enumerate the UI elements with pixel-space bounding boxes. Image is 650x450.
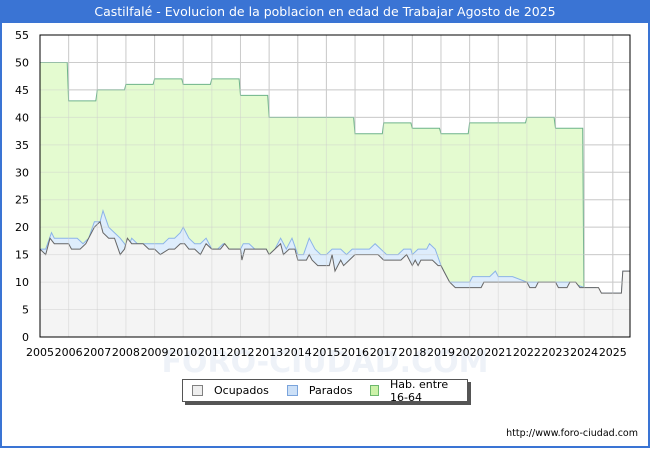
y-tick-label: 5 — [22, 304, 29, 317]
x-tick-label: 2009 — [141, 346, 169, 359]
x-tick-label: 2011 — [198, 346, 226, 359]
legend-label-parados: Parados — [308, 384, 353, 397]
x-tick-label: 2013 — [255, 346, 283, 359]
chart-legend: Ocupados Parados Hab. entre 16-64 — [182, 378, 468, 404]
y-tick-label: 15 — [15, 249, 29, 262]
x-tick-label: 2023 — [542, 346, 570, 359]
source-link[interactable]: http://www.foro-ciudad.com — [506, 428, 638, 439]
x-tick-label: 2025 — [599, 346, 627, 359]
x-tick-label: 2007 — [83, 346, 111, 359]
x-tick-label: 2012 — [226, 346, 254, 359]
x-tick-label: 2017 — [370, 346, 398, 359]
x-tick-label: 2006 — [55, 346, 83, 359]
legend-label-ocupados: Ocupados — [214, 384, 269, 397]
y-tick-label: 40 — [15, 111, 29, 124]
legend-label-hab: Hab. entre 16-64 — [390, 377, 449, 404]
y-tick-label: 10 — [15, 276, 29, 289]
watermark-text: FORO-CIUDAD.COM — [162, 345, 489, 380]
x-tick-label: 2010 — [169, 346, 197, 359]
series-hab-line — [40, 62, 585, 338]
x-tick-label: 2008 — [112, 346, 140, 359]
plot-border — [39, 34, 631, 338]
y-tick-label: 35 — [15, 139, 29, 152]
legend-swatch-hab — [370, 385, 379, 396]
x-tick-label: 2022 — [513, 346, 541, 359]
x-tick-label: 2024 — [570, 346, 598, 359]
x-tick-label: 2021 — [484, 346, 512, 359]
x-tick-label: 2019 — [427, 346, 455, 359]
y-tick-label: 20 — [15, 221, 29, 234]
y-tick-label: 25 — [15, 194, 29, 207]
y-tick-label: 45 — [15, 84, 29, 97]
y-tick-label: 0 — [22, 331, 29, 344]
legend-item-parados: Parados — [286, 384, 353, 397]
y-tick-label: 55 — [15, 29, 29, 42]
legend-swatch-ocupados — [192, 385, 203, 396]
x-tick-label: 2005 — [26, 346, 54, 359]
x-tick-label: 2020 — [456, 346, 484, 359]
chart-title: Castilfalé - Evolucion de la poblacion e… — [0, 0, 650, 23]
x-tick-label: 2016 — [341, 346, 369, 359]
x-tick-label: 2014 — [284, 346, 312, 359]
y-tick-label: 50 — [15, 56, 29, 69]
y-tick-label: 30 — [15, 166, 29, 179]
series-ocupados-line — [39, 220, 630, 294]
x-tick-label: 2015 — [312, 346, 340, 359]
x-tick-label: 2018 — [398, 346, 426, 359]
legend-item-hab: Hab. entre 16-64 — [370, 378, 458, 404]
legend-swatch-parados — [286, 385, 298, 396]
legend-item-ocupados: Ocupados — [192, 384, 269, 397]
series-ocupados-area — [40, 221, 630, 337]
